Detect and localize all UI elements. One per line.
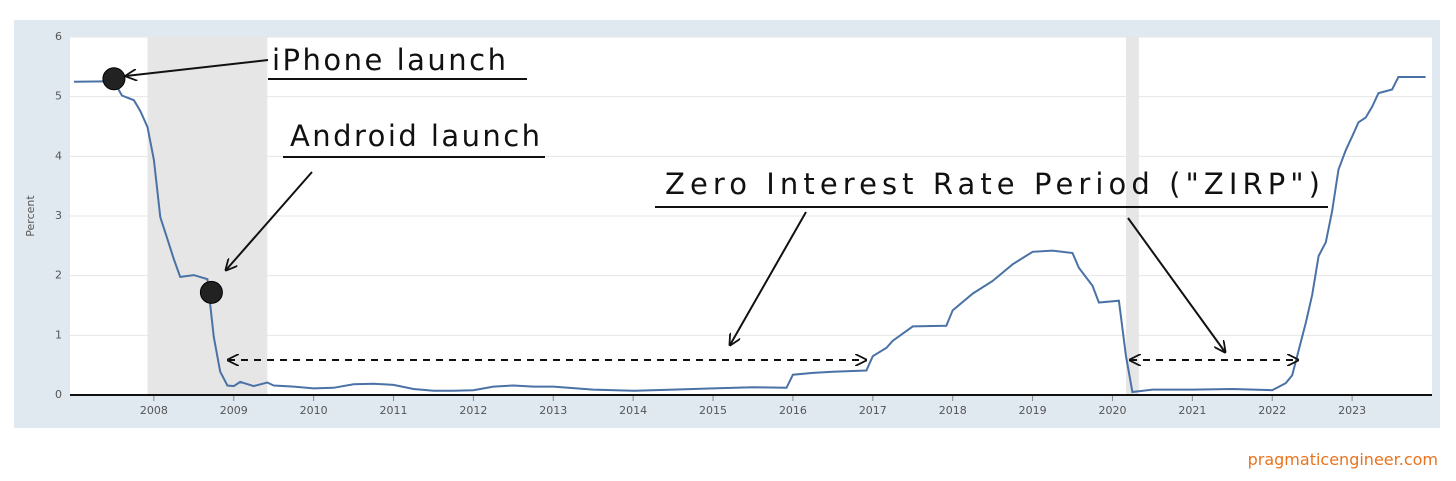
arrow	[126, 59, 269, 76]
x-tick-label: 2011	[380, 404, 408, 417]
x-tick-label: 2022	[1258, 404, 1286, 417]
arrow	[1127, 217, 1225, 352]
y-tick-label: 6	[55, 30, 62, 43]
x-tick-label: 2012	[459, 404, 487, 417]
x-tick-label: 2016	[779, 404, 807, 417]
y-tick-label: 2	[55, 269, 62, 282]
y-tick-label: 3	[55, 209, 62, 222]
x-tick-label: 2023	[1338, 404, 1366, 417]
y-tick-label: 5	[55, 90, 62, 103]
y-tick-label: 0	[55, 388, 62, 401]
arrow	[730, 211, 807, 345]
y-axis-label: Percent	[24, 195, 37, 237]
x-tick-label: 2008	[140, 404, 168, 417]
credit: pragmaticengineer.com	[1248, 450, 1438, 469]
arrow	[226, 171, 313, 270]
x-tick-label: 2010	[300, 404, 328, 417]
x-tick-label: 2014	[619, 404, 647, 417]
x-tick-label: 2020	[1098, 404, 1126, 417]
x-tick-label: 2021	[1178, 404, 1206, 417]
annotation-dot	[102, 67, 126, 91]
y-tick-label: 1	[55, 328, 62, 341]
x-tick-label: 2018	[939, 404, 967, 417]
y-tick-label: 4	[55, 149, 62, 162]
annotation-dot	[199, 280, 223, 304]
rate-line	[73, 76, 1426, 394]
annotation: Android launch	[290, 119, 540, 153]
x-tick-label: 2009	[220, 404, 248, 417]
x-tick-label: 2019	[1019, 404, 1047, 417]
x-tick-label: 2013	[539, 404, 567, 417]
x-tick-label: 2015	[699, 404, 727, 417]
annotation: iPhone launch	[272, 43, 506, 77]
x-tick-label: 2017	[859, 404, 887, 417]
